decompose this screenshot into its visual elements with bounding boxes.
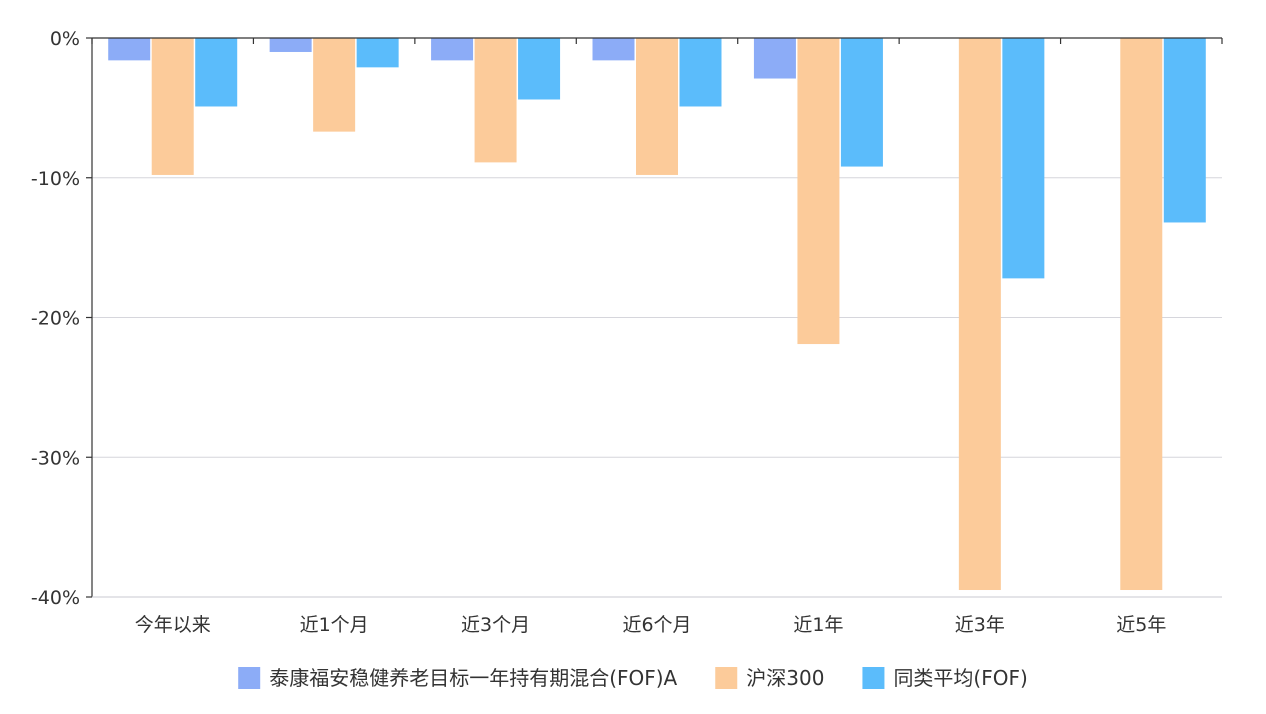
bar-4-1 <box>797 38 840 345</box>
bar-2-2 <box>518 38 561 100</box>
bar-3-0 <box>592 38 635 61</box>
legend-swatch-1 <box>715 667 738 689</box>
bar-4-2 <box>840 38 883 167</box>
y-tick-label: 0% <box>50 28 80 50</box>
bar-0-0 <box>108 38 151 61</box>
bar-2-0 <box>431 38 474 61</box>
axes: 0% -10% -20% -30% -40% 今年以来 近1个月 近3个月 近6个月 近1年 近3年… <box>31 28 1223 636</box>
bar-3-1 <box>636 38 678 175</box>
legend-swatch-2 <box>862 667 885 689</box>
bar-1-0 <box>269 38 312 52</box>
x-tick-label: 近1年 <box>793 614 843 636</box>
bar-4-0 <box>753 38 796 79</box>
bar-0-2 <box>195 38 238 107</box>
x-tick-label: 近5年 <box>1116 614 1166 636</box>
bars <box>108 38 1206 591</box>
x-tick-label: 今年以来 <box>135 614 211 636</box>
y-tick-label: -10% <box>31 168 80 190</box>
bar-1-1 <box>313 38 356 132</box>
bar-2-1 <box>474 38 517 163</box>
x-tick-label: 近1个月 <box>300 614 369 636</box>
grid-lines <box>92 177 1222 598</box>
bar-5-2 <box>1002 38 1045 279</box>
x-tick-label: 近3个月 <box>461 614 530 636</box>
bar-5-1 <box>958 38 1001 591</box>
bar-3-2 <box>679 38 722 107</box>
bar-0-1 <box>151 38 194 175</box>
legend: 泰康福安稳健养老目标一年持有期混合(FOF)A 沪深300 同类平均(FOF) <box>238 666 1028 690</box>
x-tick-label: 近6个月 <box>622 614 691 636</box>
x-tick-label: 近3年 <box>955 614 1005 636</box>
legend-label: 同类平均(FOF) <box>893 666 1027 690</box>
legend-label: 泰康福安稳健养老目标一年持有期混合(FOF)A <box>269 666 677 690</box>
y-tick-label: -30% <box>31 447 80 469</box>
bar-6-1 <box>1120 38 1163 591</box>
legend-swatch-0 <box>238 667 261 689</box>
bar-1-2 <box>356 38 399 68</box>
y-tick-label: -20% <box>31 308 80 330</box>
y-tick-label: -40% <box>31 587 80 609</box>
bar-6-2 <box>1163 38 1206 223</box>
legend-label: 沪深300 <box>746 666 824 690</box>
